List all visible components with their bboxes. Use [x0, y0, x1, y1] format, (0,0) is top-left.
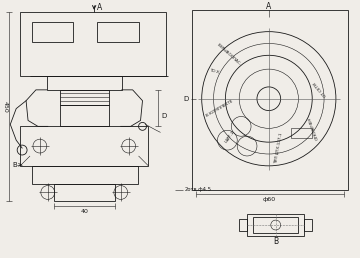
Text: D: D	[184, 96, 189, 102]
Text: ТИП ДТХ-127-1: ТИП ДТХ-127-1	[274, 132, 283, 164]
Text: 40: 40	[80, 209, 88, 214]
Bar	[291, 128, 312, 138]
Bar	[97, 22, 139, 42]
Bar	[32, 22, 73, 42]
Bar	[54, 184, 115, 201]
Text: B: B	[12, 162, 17, 168]
Text: ОТ СЕТИ: ОТ СЕТИ	[313, 81, 328, 97]
Bar	[20, 12, 166, 76]
Text: ф60: ф60	[262, 197, 275, 202]
Text: ВЗРЫВООПАС-: ВЗРЫВООПАС-	[216, 42, 242, 66]
Bar	[247, 214, 304, 236]
Bar	[32, 166, 138, 184]
Bar	[20, 126, 148, 166]
Bar	[253, 217, 298, 233]
Text: D: D	[161, 112, 167, 118]
Text: 2отв.ф4.5: 2отв.ф4.5	[185, 187, 212, 192]
Text: ТО X: ТО X	[209, 68, 220, 74]
Text: 450: 450	[3, 101, 8, 112]
Text: A: A	[266, 3, 271, 11]
Text: B: B	[273, 237, 278, 246]
Bar	[60, 90, 109, 105]
Bar	[192, 10, 348, 190]
Bar	[60, 105, 109, 126]
Bar	[304, 219, 312, 231]
Bar	[47, 76, 122, 90]
Text: ОТКЛЮЧЕН: ОТКЛЮЧЕН	[307, 116, 319, 140]
Text: A: A	[96, 3, 102, 12]
Bar	[239, 219, 247, 231]
Text: ЩИТ-2: ЩИТ-2	[224, 129, 235, 143]
Text: В КОМПЛЕКТЕ: В КОМПЛЕКТЕ	[205, 99, 234, 118]
